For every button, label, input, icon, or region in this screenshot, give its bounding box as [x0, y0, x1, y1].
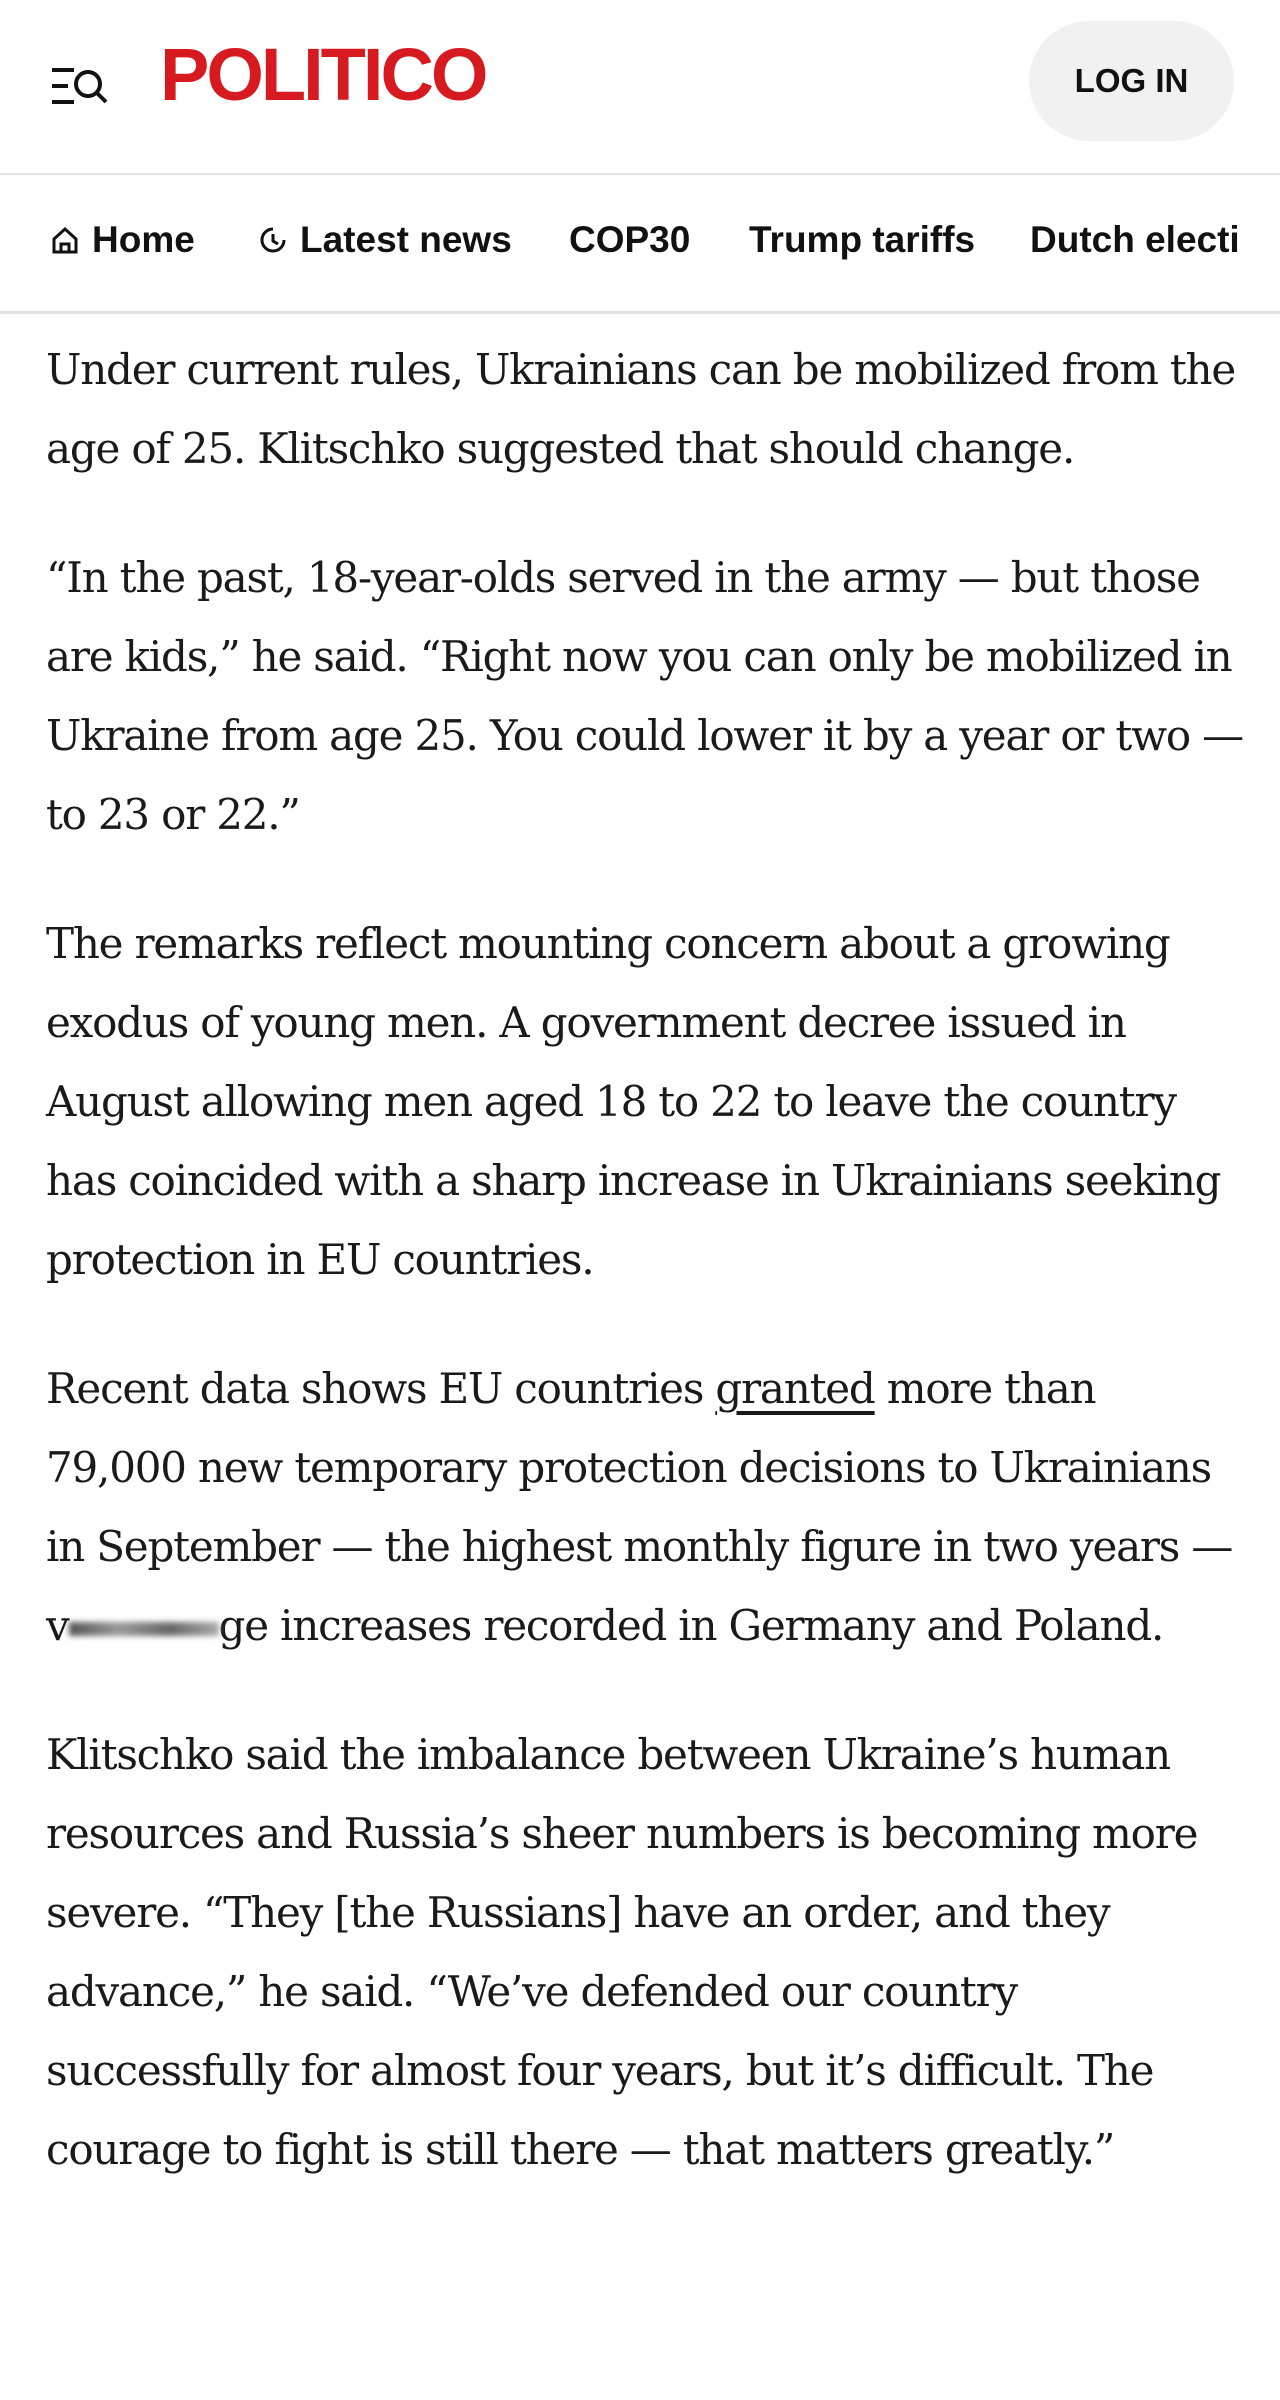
nav-label: Trump tariffs — [749, 219, 976, 260]
logo[interactable]: POLITICO — [160, 33, 488, 116]
text: ge increases recorded in Germany and Pol… — [218, 1601, 1165, 1650]
nav-latest[interactable]: Latest news — [258, 219, 512, 261]
nav-dutch[interactable]: Dutch electi — [1030, 219, 1240, 261]
nav-label: Dutch electi — [1030, 219, 1240, 260]
paragraph: Klitschko said the imbalance between Ukr… — [46, 1715, 1246, 2189]
nav-label: COP30 — [569, 219, 691, 260]
clock-icon — [260, 227, 286, 253]
text: more than 79,000 new temporary protectio… — [46, 1364, 1233, 1650]
text: Under current rules, Ukrainians can be m… — [46, 345, 1236, 473]
paragraph: Under current rules, Ukrainians can be m… — [46, 330, 1246, 488]
login-button[interactable]: LOG IN — [1029, 21, 1234, 141]
header: POLITICO LOG IN — [0, 0, 1280, 175]
paragraph: The remarks reflect mounting concern abo… — [46, 904, 1246, 1299]
nav-label: Home — [92, 219, 195, 260]
home-icon — [52, 226, 78, 254]
nav-label: Latest news — [300, 219, 512, 260]
paragraph: “In the past, 18-year-olds served in the… — [46, 538, 1246, 854]
text: “In the past, 18-year-olds served in the… — [46, 553, 1244, 839]
nav-home[interactable]: Home — [50, 219, 195, 261]
text: Recent data shows EU countries — [46, 1364, 716, 1413]
nav-tariffs[interactable]: Trump tariffs — [749, 219, 975, 261]
menu-search-icon[interactable] — [50, 62, 110, 112]
article-body: Under current rules, Ukrainians can be m… — [46, 330, 1246, 2239]
link[interactable]: granted — [715, 1364, 875, 1413]
text: The remarks reflect mounting concern abo… — [46, 919, 1222, 1284]
redaction — [68, 1622, 219, 1636]
nav-bar: Home Latest news COP30 Trump tariffs Dut… — [0, 175, 1280, 314]
paragraph: Recent data shows EU countries granted m… — [46, 1349, 1246, 1665]
text: Klitschko said the imbalance between Ukr… — [46, 1730, 1198, 2174]
nav-cop30[interactable]: COP30 — [569, 219, 690, 261]
